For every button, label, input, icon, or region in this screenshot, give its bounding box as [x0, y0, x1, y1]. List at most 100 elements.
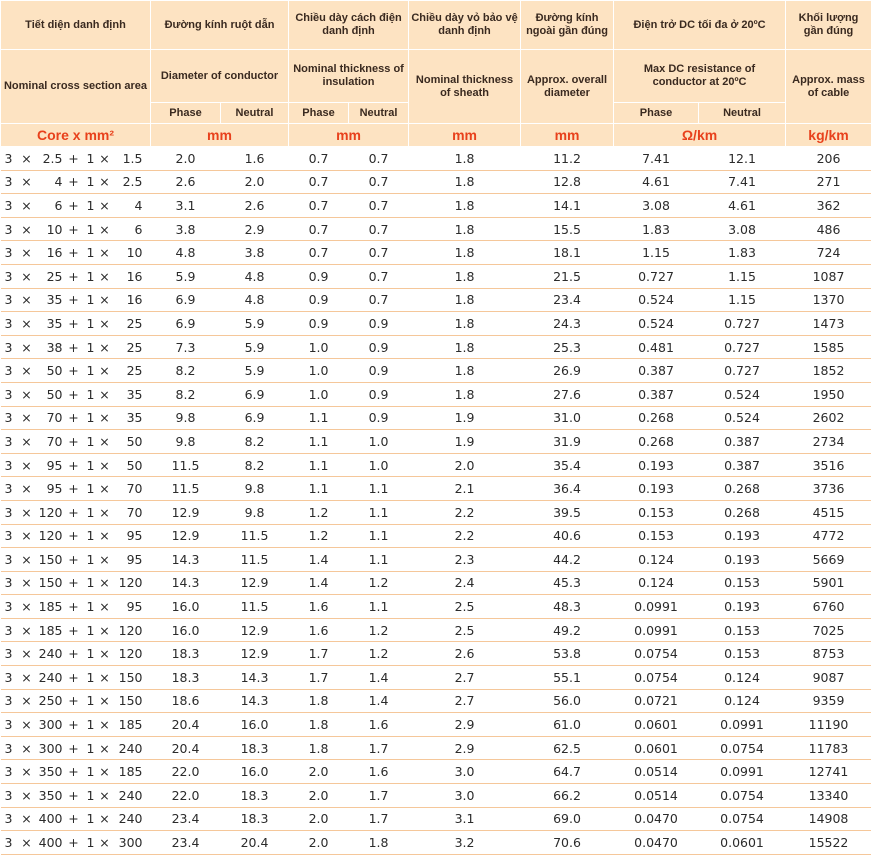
sheath-cell: 2.3 — [408, 547, 521, 572]
phase-section: 350 — [38, 787, 63, 803]
resistance-phase-cell: 1.83 — [613, 217, 699, 242]
diameter-neutral-cell: 12.9 — [220, 571, 289, 596]
diameter-neutral-cell: 16.0 — [220, 712, 289, 737]
resistance-neutral-cell: 0.0601 — [698, 830, 786, 855]
resistance-phase-cell: 0.524 — [613, 288, 699, 313]
times-sign: × — [21, 433, 32, 449]
table-row: 3 × 240 +1 × 120 18.3 12.9 1.7 1.2 2.6 53.8 0.0754 0.… — [0, 641, 871, 667]
core-size-cell: 3 × 2.5 +1 × 1.5 — [0, 146, 151, 171]
plus-sign: + — [68, 174, 79, 190]
plus-sign: + — [68, 433, 79, 449]
times-sign: × — [21, 221, 32, 237]
header-mass-en: Approx. mass of cable — [785, 49, 871, 124]
times-sign: × — [21, 528, 32, 544]
resistance-neutral-cell: 0.387 — [698, 429, 786, 454]
unit-insulation: mm — [288, 123, 410, 147]
neutral-count: 1 — [86, 787, 95, 803]
resistance-phase-cell: 4.61 — [613, 170, 699, 195]
neutral-section: 240 — [118, 811, 143, 827]
header-sheath-en: Nominal thickness of sheath — [408, 49, 522, 124]
neutral-count: 1 — [86, 551, 95, 567]
resistance-phase-cell: 0.0470 — [613, 807, 699, 832]
neutral-section: 185 — [118, 717, 143, 733]
plus-sign: + — [68, 528, 79, 544]
phase-section: 300 — [38, 717, 63, 733]
table-row: 3 × 10 +1 × 6 3.8 2.9 0.7 0.7 1.8 15.5 1.83 3.08 486 — [0, 217, 871, 242]
plus-sign: + — [68, 787, 79, 803]
core-size-cell: 3 × 400 +1 × 300 — [0, 830, 151, 855]
insulation-neutral-cell: 0.7 — [348, 264, 409, 289]
insulation-neutral-cell: 0.9 — [348, 335, 409, 360]
table-row: 3 × 2.5 +1 × 1.5 2.0 1.6 0.7 0.7 1.8 11.2 7.41 12.1 20… — [0, 146, 871, 171]
insulation-phase-cell: 0.7 — [288, 170, 349, 195]
insulation-neutral-cell: 0.7 — [348, 217, 409, 242]
neutral-section: 35 — [126, 386, 143, 402]
overall-diameter-cell: 48.3 — [520, 594, 614, 619]
plus-sign: + — [68, 339, 79, 355]
diameter-neutral-cell: 11.5 — [220, 594, 289, 619]
times-sign: × — [99, 693, 110, 709]
times-sign: × — [99, 363, 110, 379]
times-sign: × — [99, 315, 110, 331]
overall-diameter-cell: 45.3 — [520, 571, 614, 596]
neutral-count: 1 — [86, 717, 95, 733]
neutral-count: 1 — [86, 599, 95, 615]
neutral-section: 120 — [118, 575, 143, 591]
core-count: 3 — [4, 504, 13, 520]
times-sign: × — [99, 245, 110, 261]
core-size-cell: 3 × 38 +1 × 25 — [0, 335, 151, 360]
table-row: 3 × 4 +1 × 2.5 2.6 2.0 0.7 0.7 1.8 12.8 4.61 7.41 271 — [0, 170, 871, 195]
diameter-neutral-cell: 14.3 — [220, 689, 289, 714]
diameter-neutral-cell: 9.8 — [220, 500, 289, 525]
header-overall-vn: Đường kính ngoài gần đúng — [520, 0, 615, 50]
resistance-neutral-cell: 12.1 — [698, 146, 786, 171]
diameter-phase-cell: 22.0 — [150, 783, 221, 808]
core-count: 3 — [4, 693, 13, 709]
core-size-cell: 3 × 4 +1 × 2.5 — [0, 170, 151, 195]
resistance-neutral-cell: 0.268 — [698, 500, 786, 525]
times-sign: × — [21, 363, 32, 379]
header-resistance-en: Max DC resistance of conductor at 20ºC — [613, 49, 787, 103]
phase-section: 95 — [46, 457, 63, 473]
insulation-neutral-cell: 1.0 — [348, 453, 409, 478]
phase-section: 50 — [46, 386, 63, 402]
header-diameter-neutral: Neutral — [219, 102, 290, 124]
core-size-cell: 3 × 185 +1 × 120 — [0, 618, 151, 643]
table-row: 3 × 400 +1 × 300 23.4 20.4 2.0 1.8 3.2 70.6 0.0470 0.… — [0, 830, 871, 855]
sheath-cell: 1.8 — [408, 146, 521, 171]
phase-section: 400 — [38, 811, 63, 827]
diameter-neutral-cell: 8.2 — [220, 429, 289, 454]
times-sign: × — [21, 551, 32, 567]
resistance-phase-cell: 0.153 — [613, 500, 699, 525]
sheath-cell: 1.9 — [408, 429, 521, 454]
insulation-neutral-cell: 1.7 — [348, 807, 409, 832]
times-sign: × — [21, 197, 32, 213]
table-row: 3 × 16 +1 × 10 4.8 3.8 0.7 0.7 1.8 18.1 1.15 1.83 724 — [0, 240, 871, 265]
resistance-phase-cell: 0.387 — [613, 382, 699, 407]
resistance-phase-cell: 0.387 — [613, 358, 699, 383]
times-sign: × — [21, 174, 32, 190]
phase-section: 400 — [38, 835, 63, 851]
times-sign: × — [21, 339, 32, 355]
resistance-phase-cell: 0.524 — [613, 311, 699, 336]
times-sign: × — [21, 410, 32, 426]
plus-sign: + — [68, 599, 79, 615]
diameter-phase-cell: 11.5 — [150, 476, 221, 501]
resistance-neutral-cell: 0.387 — [698, 453, 786, 478]
table-row: 3 × 150 +1 × 120 14.3 12.9 1.4 1.2 2.4 45.3 0.124 0.1… — [0, 571, 871, 596]
insulation-neutral-cell: 0.7 — [348, 288, 409, 313]
phase-section: 38 — [46, 339, 63, 355]
core-count: 3 — [4, 481, 13, 497]
times-sign: × — [21, 811, 32, 827]
diameter-neutral-cell: 5.9 — [220, 335, 289, 360]
diameter-neutral-cell: 4.8 — [220, 264, 289, 289]
insulation-phase-cell: 2.0 — [288, 759, 349, 785]
insulation-neutral-cell: 0.9 — [348, 382, 409, 407]
insulation-neutral-cell: 1.1 — [348, 594, 409, 619]
core-size-cell: 3 × 50 +1 × 25 — [0, 358, 151, 383]
neutral-count: 1 — [86, 315, 95, 331]
times-sign: × — [21, 669, 32, 685]
diameter-neutral-cell: 14.3 — [220, 665, 289, 690]
neutral-section: 95 — [126, 599, 143, 615]
